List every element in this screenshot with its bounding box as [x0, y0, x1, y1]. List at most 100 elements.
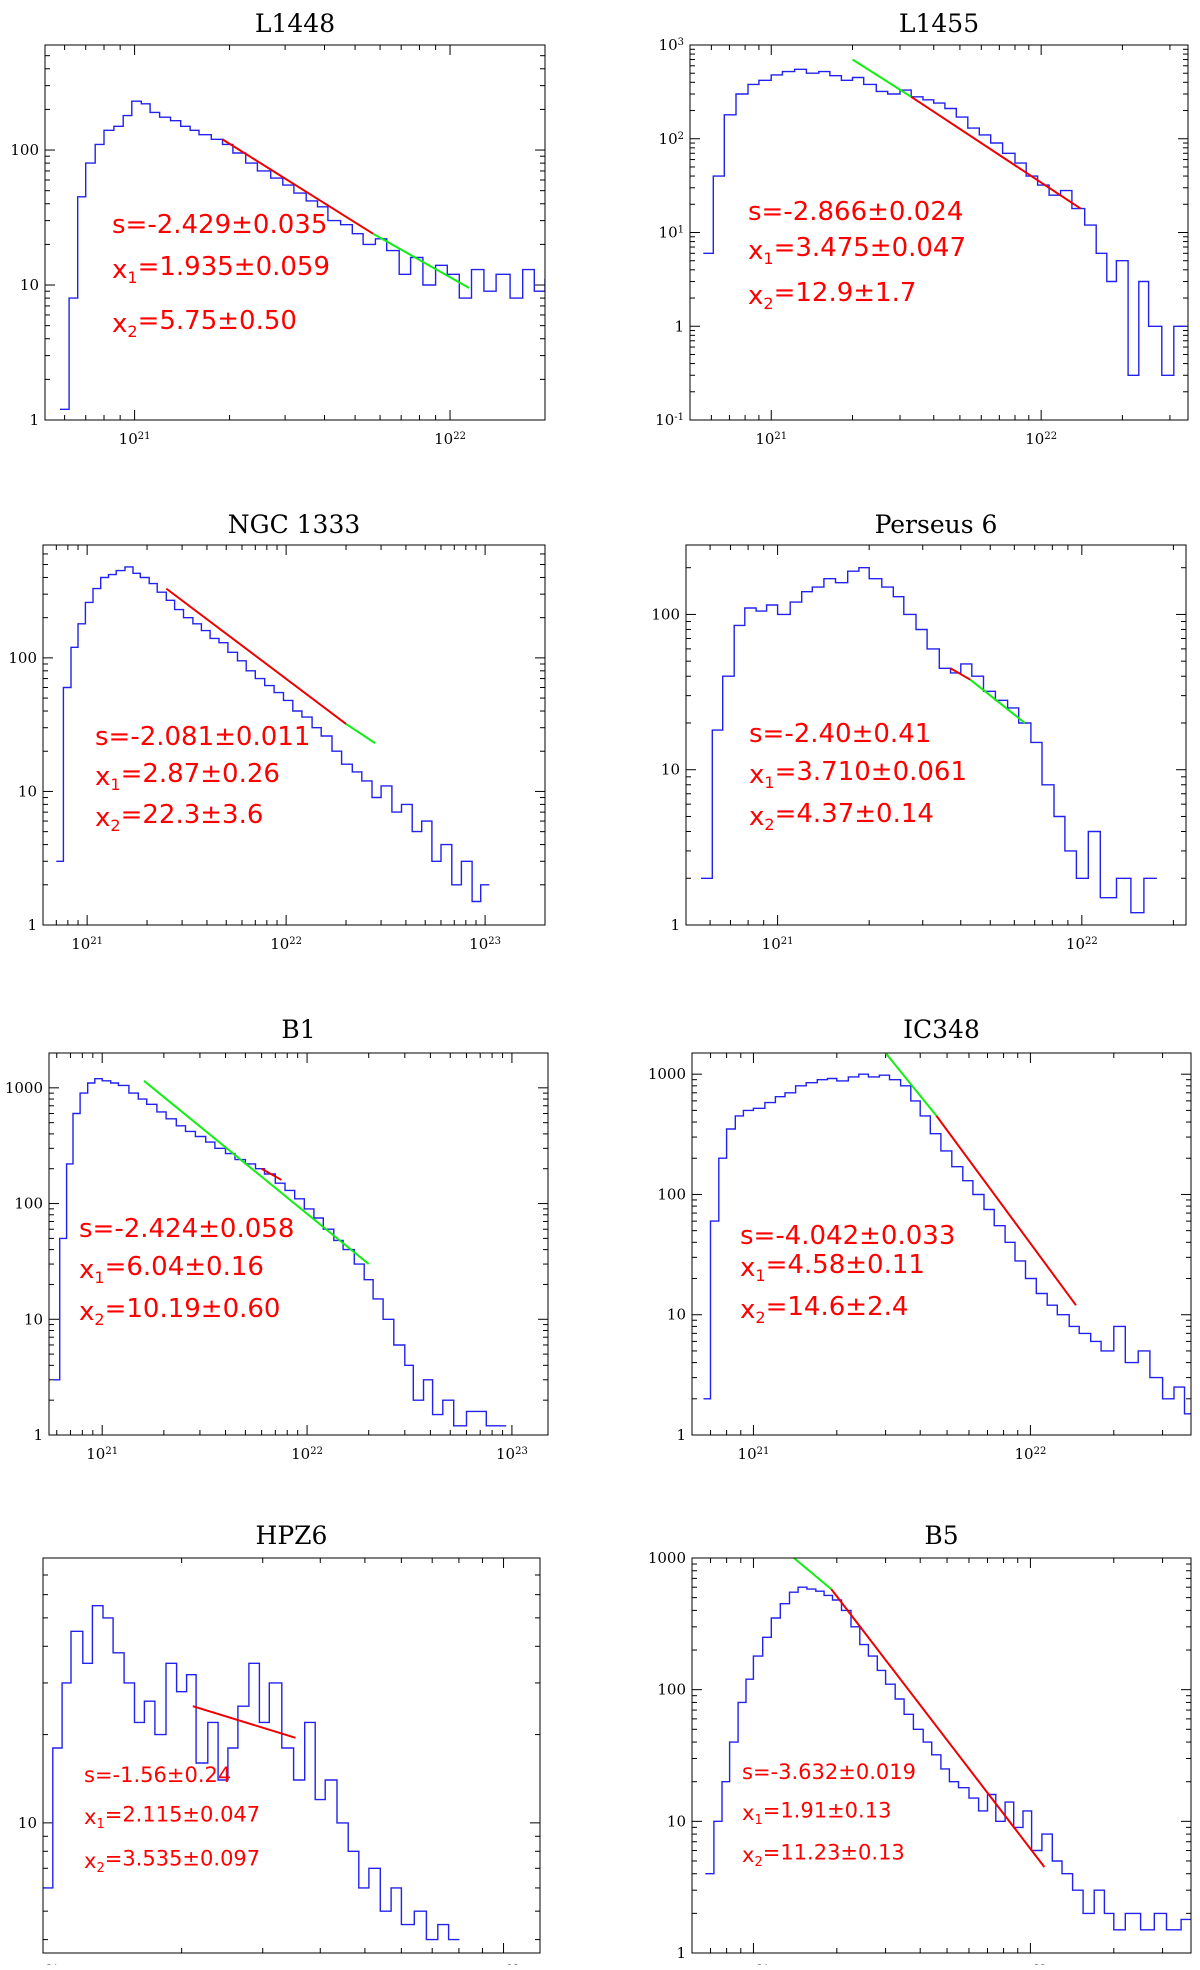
fit-line-red: [261, 1167, 282, 1181]
y-tick-label: 10: [18, 1814, 37, 1832]
histogram-series: [701, 567, 1157, 914]
y-tick-label: 10: [20, 276, 39, 294]
histogram-series: [703, 68, 1186, 376]
histogram-series: [705, 1586, 1191, 1931]
x2-annotation: x2=22.3±3.6: [95, 800, 263, 835]
fit-line-red: [935, 1115, 1077, 1306]
plot-frame: [689, 44, 1189, 421]
y-tick-label: 1000: [5, 1079, 43, 1097]
x2-annotation: x2=5.75±0.50: [112, 306, 297, 341]
y-tick-label: 100: [10, 141, 39, 159]
x2-annotation: x2=3.535±0.097: [84, 1847, 260, 1876]
fit-line-red: [165, 587, 347, 725]
fit-line-green: [969, 678, 1026, 724]
fit-line-green: [851, 58, 912, 98]
y-tick-label: 1: [676, 1426, 686, 1444]
slope-annotation: s=-2.081±0.011: [95, 722, 310, 752]
y-tick-label: 100: [651, 605, 680, 623]
x2-annotation: x2=11.23±0.13: [742, 1841, 905, 1870]
plot-frame: [691, 1557, 1192, 1954]
plot-frame: [48, 1052, 549, 1436]
x-tick-label: 1022: [434, 430, 466, 448]
axis-ticks: [685, 545, 1186, 926]
y-tick-label: 1: [670, 916, 680, 934]
y-tick-label: 10: [667, 1306, 686, 1324]
x1-annotation: x1=3.710±0.061: [749, 757, 967, 792]
y-tick-label: 100: [657, 1681, 686, 1699]
x-tick-label: 1022: [1015, 1445, 1047, 1463]
panel-title: Perseus 6: [875, 510, 998, 539]
y-tick-label: 10: [18, 782, 37, 800]
panel-b1: B1 1 10 100 1000 1021 1022 1023 s=-2.424±0.058 x1…: [5, 1015, 549, 1463]
y-tick-label: 1: [33, 1426, 43, 1444]
y-tick-label: 1: [27, 916, 37, 934]
slope-annotation: s=-4.042±0.033: [740, 1221, 955, 1251]
x-tick-label: 1021: [738, 1445, 770, 1463]
panel-title: L1455: [899, 9, 979, 38]
panel-l1448: L1448 1 10 100 1021 1022 s=-2.429±0.035 x1=1.93…: [10, 9, 546, 448]
fit-line-green: [143, 1080, 370, 1265]
y-tick-label: 100: [14, 1195, 43, 1213]
x2-annotation: x2=12.9±1.7: [748, 278, 916, 313]
histogram-series: [53, 1078, 507, 1427]
x1-annotation: x1=4.58±0.11: [740, 1250, 925, 1285]
panel-title: NGC 1333: [228, 510, 361, 539]
x-tick-label: 1022: [1066, 935, 1098, 953]
y-tick-label: 101: [659, 224, 684, 242]
slope-annotation: s=-2.866±0.024: [748, 197, 963, 227]
x2-annotation: x2=4.37±0.14: [749, 799, 934, 834]
x-tick-label: 1023: [496, 1445, 528, 1463]
y-tick-label: 1: [674, 317, 684, 335]
fit-line-green: [793, 1558, 832, 1590]
histogram-series: [56, 566, 490, 903]
x1-annotation: x1=1.91±0.13: [742, 1799, 891, 1828]
fit-line-red: [949, 667, 971, 681]
histogram-series: [703, 1073, 1191, 1415]
axis-ticks: [42, 1557, 540, 1953]
histogram-series: [43, 1605, 460, 1941]
x-tick-label: 1021: [86, 1445, 118, 1463]
x-tick-label: 1022: [1025, 430, 1057, 448]
panel-b5: B5110100100010211022s=-3.632±0.019x1=1.9…: [648, 1521, 1192, 1970]
axis-ticks: [49, 1052, 548, 1436]
plot-frame: [691, 1052, 1192, 1436]
x-tick-label: 1022: [291, 1445, 323, 1463]
axis-ticks: [691, 1053, 1191, 1436]
y-tick-label: 103: [659, 36, 684, 54]
fit-line-red: [221, 138, 374, 235]
y-tick-label: 1: [29, 411, 39, 429]
x1-annotation: x1=2.87±0.26: [95, 759, 280, 794]
panel-title: L1448: [255, 9, 335, 38]
y-tick-label: 1000: [648, 1065, 686, 1083]
x1-annotation: x1=2.115±0.047: [84, 1803, 260, 1832]
histogram-series: [60, 100, 545, 410]
slope-annotation: s=-1.56±0.24: [84, 1763, 231, 1787]
y-tick-label: 10-1: [655, 411, 684, 429]
plot-frame: [44, 44, 546, 421]
fit-line-red: [830, 1588, 1046, 1868]
x-tick-label: 1021: [71, 935, 103, 953]
panel-perseus-6: Perseus 6 1 10 100 1021 1022 s=-2.40±0.41 x1=3.…: [651, 510, 1187, 953]
x2-annotation: x2=14.6±2.4: [740, 1292, 908, 1327]
y-tick-label: 1000: [648, 1549, 686, 1567]
plot-frame: [685, 544, 1187, 926]
axis-ticks: [42, 544, 546, 926]
y-tick-label: 1: [676, 1944, 686, 1962]
fit-line-green: [372, 232, 470, 289]
y-tick-label: 10: [667, 1812, 686, 1830]
panel-ic348: IC348 1 10 100 1000 1021 1022 s=-4.042±0.033x1=…: [648, 1015, 1192, 1463]
slope-annotation: s=-2.40±0.41: [749, 719, 931, 749]
panel-title: B5: [924, 1521, 958, 1550]
x1-annotation: x1=1.935±0.059: [112, 252, 330, 287]
x1-annotation: x1=6.04±0.16: [79, 1252, 264, 1287]
y-tick-label: 100: [8, 649, 37, 667]
x-tick-label: 1023: [469, 935, 501, 953]
slope-annotation: s=-2.424±0.058: [79, 1214, 294, 1244]
plot-frame: [42, 544, 546, 926]
slope-annotation: s=-3.632±0.019: [742, 1760, 916, 1784]
fit-line-red: [192, 1705, 296, 1739]
x-tick-label: 1021: [755, 430, 787, 448]
plot-frame: [42, 1557, 541, 1954]
